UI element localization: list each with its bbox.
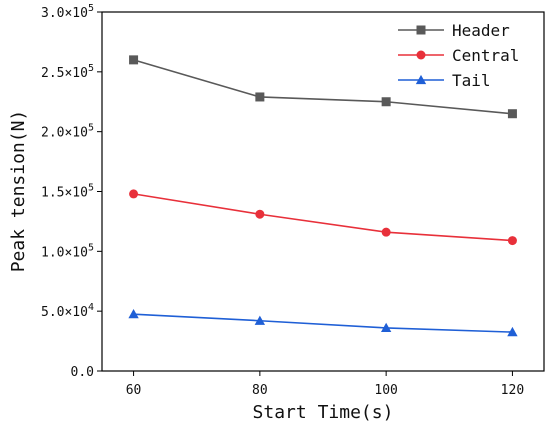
series-header [129, 55, 517, 119]
plot-frame [101, 11, 545, 372]
series-line [133, 313, 513, 333]
data-point-triangle [254, 315, 266, 325]
legend-label: Header [452, 21, 510, 40]
y-axis-title: Peak tension(N) [8, 110, 29, 273]
data-point-circle [507, 236, 517, 246]
data-point-square [255, 92, 265, 102]
series-line [133, 59, 513, 115]
data-point-triangle [507, 326, 518, 337]
series-tail [128, 308, 518, 337]
data-point-triangle [380, 322, 392, 333]
x-tick-label: 60 [126, 383, 142, 398]
series-central [129, 189, 517, 246]
x-axis-ticks: 60 80 100 120 [126, 371, 524, 398]
y-tick-label: 1.5×105 [41, 183, 94, 201]
data-point-triangle [415, 74, 427, 85]
legend-label: Central [452, 46, 519, 65]
data-point-triangle [128, 308, 139, 319]
legend-item-header: Header [398, 21, 510, 40]
legend: Header Central Tail [398, 21, 519, 90]
data-point-circle [129, 189, 139, 199]
data-point-square [381, 97, 391, 107]
y-tick-label: 2.0×105 [41, 123, 94, 141]
legend-item-central: Central [398, 46, 519, 65]
data-point-circle [416, 50, 426, 60]
series-line [133, 193, 513, 242]
x-tick-label: 120 [501, 383, 524, 398]
x-axis-title: Start Time(s) [253, 402, 394, 423]
data-point-square [416, 25, 426, 35]
series-layer [128, 55, 518, 337]
y-axis-ticks: 0.0 5.0×104 1.0×105 1.5×105 2.0×105 2.5×105 3.… [41, 3, 102, 380]
y-tick-label: 3.0×105 [41, 3, 94, 21]
data-point-square [507, 109, 517, 119]
plot-area [101, 11, 545, 372]
data-point-square [129, 55, 139, 65]
legend-item-tail: Tail [398, 71, 491, 90]
y-tick-label: 1.0×105 [41, 242, 94, 260]
data-point-circle [381, 227, 391, 237]
legend-label: Tail [452, 71, 491, 90]
y-tick-label: 2.5×105 [41, 63, 94, 81]
x-tick-label: 100 [374, 383, 397, 398]
y-tick-label: 5.0×104 [41, 302, 94, 320]
data-point-circle [255, 209, 265, 219]
y-tick-label: 0.0 [71, 365, 94, 380]
x-tick-label: 80 [252, 383, 268, 398]
